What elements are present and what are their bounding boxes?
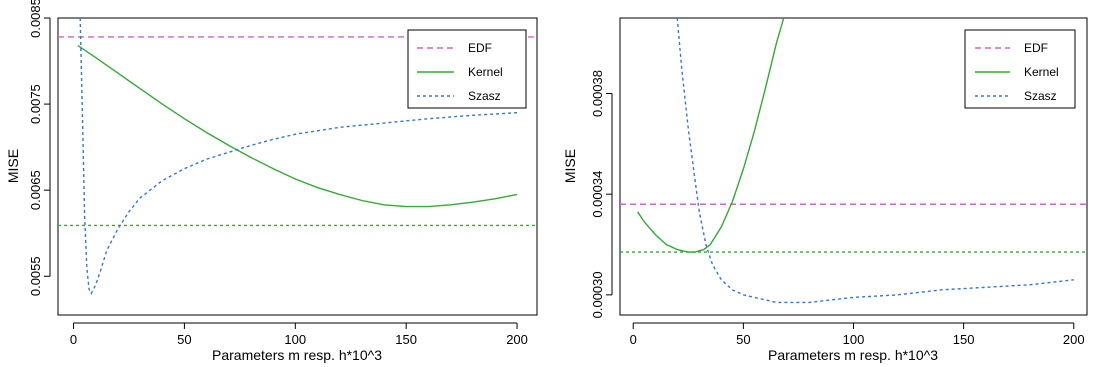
x-tick-label-left: 0	[70, 332, 77, 347]
legend-label-szasz-left: Szasz	[468, 89, 501, 103]
legend-label-edf-right: EDF	[1024, 41, 1048, 55]
legend-left: EDF Kernel Szasz	[407, 29, 527, 109]
y-tick-label-right: 0.00030	[590, 271, 605, 318]
y-tick-label-left: 0.0055	[28, 256, 43, 296]
series-line-kernel-left	[77, 44, 518, 208]
x-tick-label-left: 150	[395, 332, 417, 347]
legend-label-szasz-right: Szasz	[1024, 89, 1057, 103]
plot-frame-left	[57, 17, 538, 316]
legend-box-right	[964, 29, 1076, 109]
y-tick-label-left: 0.0075	[28, 84, 43, 124]
y-axis-right: 0.00030 0.00034 0.00038	[590, 70, 613, 318]
legend-box-left	[407, 29, 527, 109]
y-axis-title-right: MISE	[562, 149, 578, 183]
x-tick-label-right: 100	[843, 332, 865, 347]
x-axis-left: 0 50 100 150 200	[70, 322, 528, 347]
x-tick-label-left: 200	[506, 332, 528, 347]
x-axis-title-right: Parameters m resp. h*10^3	[768, 347, 938, 363]
y-axis-title-left: MISE	[5, 149, 21, 183]
x-axis-title-left: Parameters m resp. h*10^3	[212, 347, 382, 363]
chart-right: 0 50 100 150 200 0.00030 0.00034 0.00038 Param…	[562, 17, 1088, 363]
x-axis-right: 0 50 100 150 200	[630, 322, 1085, 347]
legend-right: EDF Kernel Szasz	[964, 29, 1076, 109]
y-tick-label-right: 0.00034	[590, 171, 605, 218]
series-group-right	[620, 18, 1087, 304]
x-tick-label-right: 50	[736, 332, 750, 347]
legend-label-edf-left: EDF	[468, 41, 492, 55]
series-line-kernel-right	[637, 18, 785, 253]
series-line-szasz-right	[676, 18, 1074, 304]
x-tick-label-left: 100	[284, 332, 306, 347]
series-line-szasz-left	[79, 18, 518, 296]
y-tick-label-left: 0.0065	[28, 170, 43, 210]
series-group-left	[58, 18, 537, 296]
y-tick-label-right: 0.00038	[590, 70, 605, 117]
y-tick-label-left: 0.0085	[28, 0, 43, 38]
x-tick-label-right: 0	[630, 332, 637, 347]
x-tick-label-right: 150	[953, 332, 975, 347]
chart-left: 0 50 100 150 200 0.0055 0.0065 0.0075 0.0085 Pa…	[5, 0, 538, 363]
x-tick-label-left: 50	[177, 332, 191, 347]
y-axis-left: 0.0055 0.0065 0.0075 0.0085	[28, 0, 51, 296]
x-tick-label-right: 200	[1063, 332, 1085, 347]
plot-frame-right	[619, 17, 1088, 316]
legend-label-kernel-left: Kernel	[468, 65, 503, 79]
legend-label-kernel-right: Kernel	[1024, 65, 1059, 79]
